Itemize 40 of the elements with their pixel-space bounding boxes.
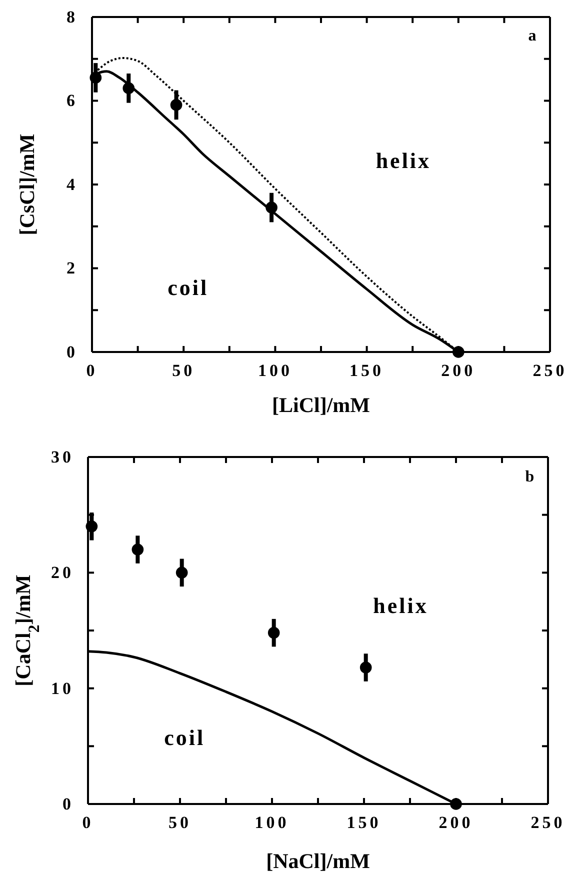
- annotation: b: [525, 468, 534, 486]
- x-tick-label: 250: [530, 813, 566, 832]
- x-axis-title: [NaCl]/mM: [266, 849, 370, 873]
- y-tick-label: 20: [51, 563, 74, 582]
- point: [176, 566, 188, 579]
- x-tick-label: 100: [258, 361, 292, 380]
- point: [132, 544, 144, 556]
- point: [452, 346, 464, 358]
- y-tick-label: 30: [51, 447, 74, 466]
- point: [170, 99, 182, 111]
- annotation: coil: [164, 725, 206, 750]
- y-axis-title: [CsCl]/mM: [15, 134, 39, 236]
- x-tick-label: 0: [86, 361, 98, 380]
- y-tick-label: 0: [66, 342, 78, 362]
- point: [266, 202, 278, 214]
- y-tick-label: 0: [62, 794, 74, 814]
- point: [268, 626, 280, 639]
- x-tick-label: 200: [441, 361, 476, 380]
- x-tick-label: 250: [532, 361, 568, 380]
- y-tick-label: 10: [51, 678, 74, 698]
- annotation: helix: [373, 593, 428, 618]
- point: [360, 662, 372, 674]
- y-tick-label: 2: [66, 258, 78, 278]
- annotation: a: [528, 27, 536, 44]
- x-tick-label: 150: [346, 813, 382, 832]
- x-tick-label: 150: [350, 361, 384, 380]
- x-tick-label: 200: [438, 813, 474, 832]
- y-tick-label: 8: [66, 7, 78, 26]
- x-tick-label: 100: [254, 813, 290, 832]
- point: [86, 520, 98, 532]
- point: [90, 72, 102, 84]
- annotation: helix: [376, 148, 432, 173]
- y-tick-label: 6: [66, 91, 78, 110]
- annotation: coil: [168, 275, 209, 300]
- x-tick-label: 50: [168, 813, 192, 832]
- y-tick-label: 4: [66, 174, 78, 194]
- x-axis-title: [LiCl]/mM: [272, 393, 370, 417]
- x-tick-label: 50: [172, 361, 196, 380]
- x-tick-label: 0: [82, 813, 94, 832]
- point: [122, 82, 135, 94]
